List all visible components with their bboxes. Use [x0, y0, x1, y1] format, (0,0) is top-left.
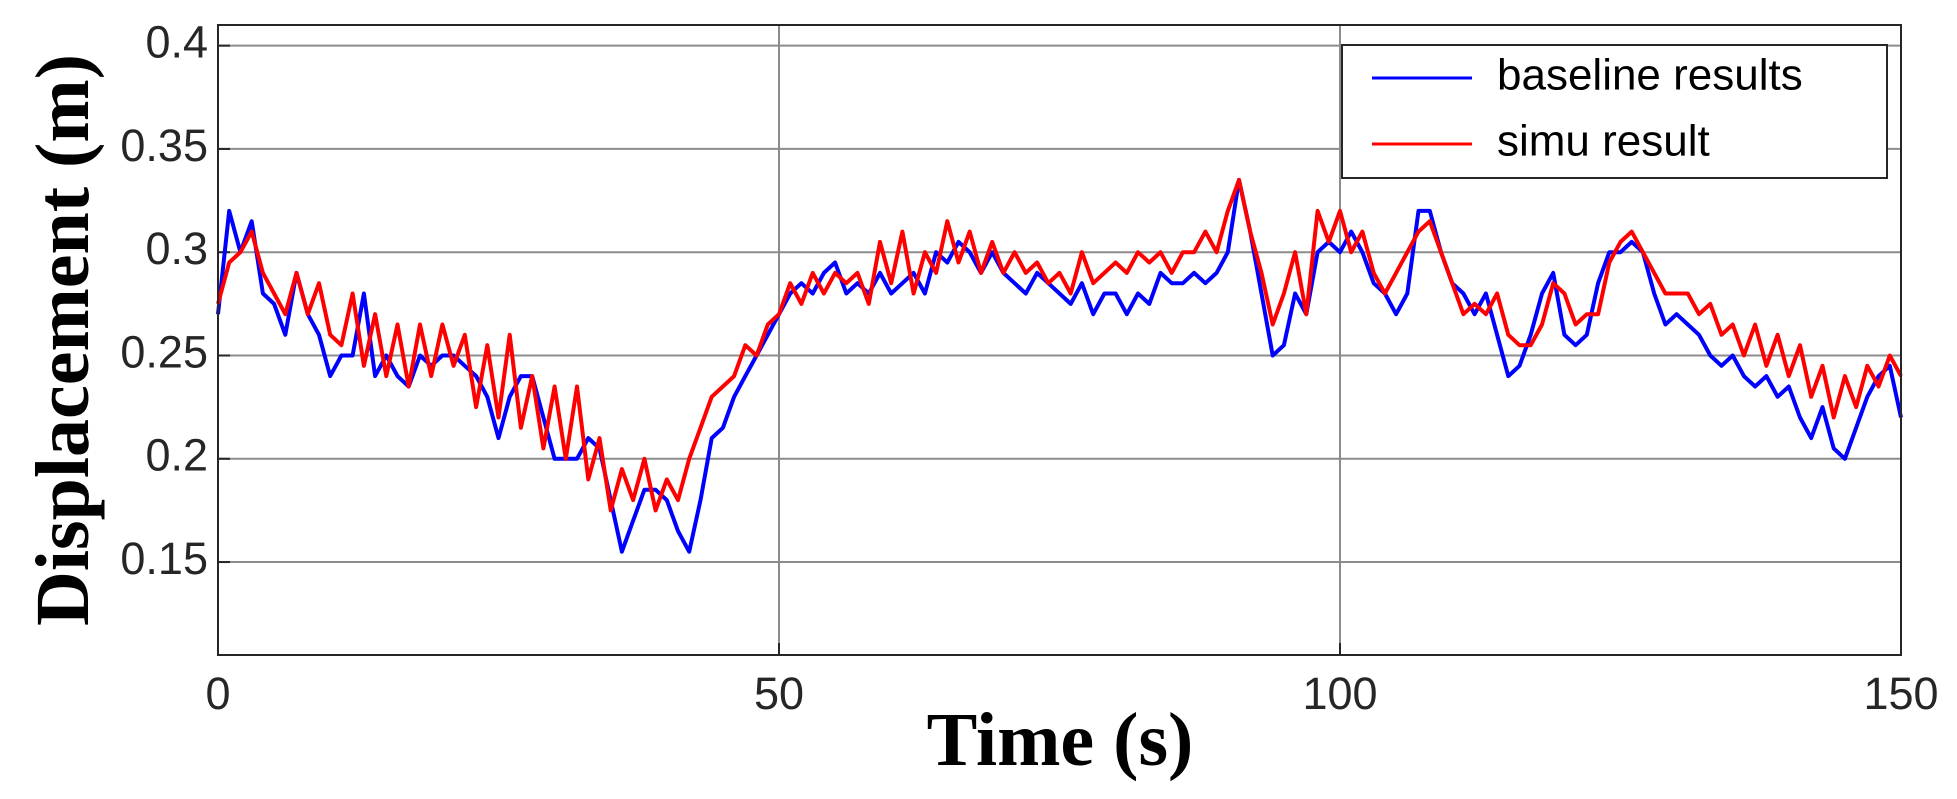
y-tick-label: 0.3: [145, 223, 208, 274]
legend-box: [1341, 44, 1888, 179]
x-axis-label: Time (s): [927, 698, 1194, 782]
y-tick-label: 0.15: [120, 533, 208, 584]
x-tick-label: 0: [205, 668, 230, 719]
legend-label: baseline results: [1497, 51, 1803, 100]
y-tick-label: 0.2: [145, 430, 208, 481]
x-tick-label: 100: [1302, 668, 1377, 719]
y-tick-label: 0.35: [120, 120, 208, 171]
x-tick-label: 150: [1863, 668, 1938, 719]
y-tick-label: 0.4: [145, 17, 208, 68]
data-line: [216, 177, 1903, 554]
y-axis-label: Displacement (m): [21, 54, 105, 626]
x-tick-label: 50: [754, 668, 804, 719]
axes-box: [217, 24, 1902, 656]
data-line: [216, 177, 1903, 513]
legend-label: simu result: [1497, 117, 1710, 166]
y-tick-label: 0.25: [120, 326, 208, 377]
